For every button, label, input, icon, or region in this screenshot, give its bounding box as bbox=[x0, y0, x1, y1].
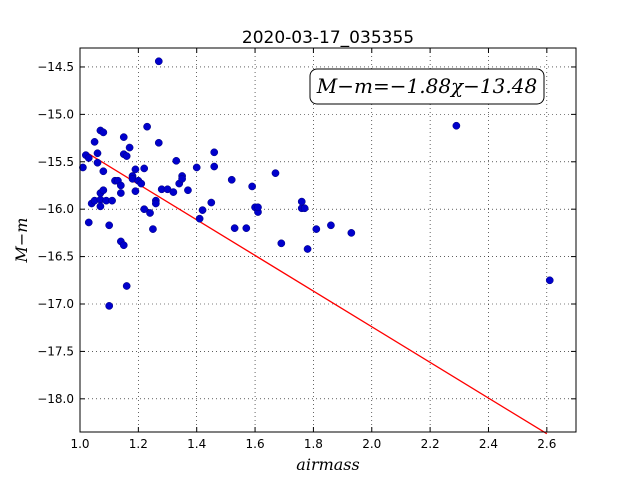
y-tick-label: −15.5 bbox=[37, 155, 74, 169]
data-point bbox=[452, 121, 461, 130]
data-point bbox=[119, 133, 128, 141]
y-tick-label: −17.0 bbox=[37, 297, 74, 311]
data-point bbox=[347, 229, 356, 237]
grid-lines bbox=[79, 48, 576, 432]
y-tick-label: −16.0 bbox=[37, 202, 74, 216]
data-point bbox=[242, 224, 251, 232]
data-point bbox=[119, 241, 128, 250]
data-point bbox=[105, 302, 114, 310]
data-point bbox=[169, 188, 178, 196]
data-point bbox=[152, 199, 160, 208]
x-tick-label: 1.4 bbox=[187, 437, 206, 451]
data-point bbox=[122, 282, 131, 290]
equation-legend: M−m=−1.88χ−13.48 bbox=[309, 68, 545, 105]
data-point bbox=[184, 186, 192, 195]
data-point bbox=[93, 158, 102, 167]
data-point bbox=[137, 179, 146, 188]
data-point bbox=[84, 218, 93, 227]
data-point bbox=[140, 205, 149, 214]
data-point bbox=[84, 154, 93, 162]
data-point bbox=[79, 163, 87, 172]
data-point bbox=[312, 225, 321, 233]
data-point bbox=[125, 143, 134, 152]
data-point bbox=[146, 209, 154, 217]
data-point bbox=[227, 175, 236, 184]
data-point bbox=[140, 164, 149, 173]
data-point bbox=[154, 138, 163, 147]
data-point bbox=[90, 138, 99, 146]
y-tick-label: −15.0 bbox=[37, 107, 74, 121]
data-point bbox=[131, 165, 140, 174]
plot-frame bbox=[79, 47, 577, 433]
data-point bbox=[248, 182, 256, 191]
data-point bbox=[99, 186, 108, 195]
data-point bbox=[116, 189, 125, 197]
data-point bbox=[116, 181, 125, 190]
data-point bbox=[277, 239, 286, 248]
x-tick-label: 1.8 bbox=[304, 437, 323, 451]
data-point bbox=[108, 196, 116, 205]
fit-line bbox=[85, 151, 548, 435]
data-point bbox=[195, 214, 204, 223]
data-point bbox=[178, 174, 186, 183]
chart-title: 2020-03-17_035355 bbox=[242, 28, 414, 48]
data-point bbox=[99, 128, 108, 137]
fit-equation: M−m=−1.88χ−13.48 bbox=[316, 74, 537, 98]
data-point bbox=[207, 198, 216, 207]
data-point bbox=[172, 156, 181, 165]
data-points bbox=[79, 57, 554, 310]
fit-line-group bbox=[85, 151, 548, 435]
data-point bbox=[131, 187, 140, 196]
data-point bbox=[297, 197, 306, 206]
x-tick-label: 2.6 bbox=[537, 437, 556, 451]
y-tick-label: −17.5 bbox=[37, 344, 74, 358]
x-tick-label: 1.6 bbox=[246, 437, 265, 451]
data-point bbox=[545, 276, 554, 285]
y-axis-ticks: −14.5 −15.0 −15.5 −16.0 −16.5 −17.0 −17.5 −18.0 bbox=[37, 60, 576, 406]
data-point bbox=[149, 225, 157, 233]
data-point bbox=[192, 163, 201, 172]
data-point bbox=[210, 148, 219, 157]
data-point bbox=[271, 169, 280, 178]
y-tick-label: −18.0 bbox=[37, 392, 74, 406]
data-point bbox=[93, 149, 102, 158]
data-point bbox=[230, 224, 239, 232]
x-tick-label: 2.0 bbox=[362, 437, 381, 451]
x-tick-label: 2.4 bbox=[479, 437, 498, 451]
x-axis-label: airmass bbox=[296, 455, 359, 474]
data-point bbox=[300, 204, 309, 213]
y-tick-label: −16.5 bbox=[37, 250, 74, 264]
data-point bbox=[198, 206, 207, 214]
data-point bbox=[96, 202, 105, 211]
data-point bbox=[154, 57, 163, 66]
x-axis-ticks: 1.0 1.2 1.4 1.6 1.8 2.0 2.2 2.4 2.6 bbox=[70, 48, 556, 451]
legend-box bbox=[309, 68, 545, 105]
data-point bbox=[303, 245, 312, 253]
x-tick-label: 1.0 bbox=[70, 437, 89, 451]
data-point bbox=[327, 221, 335, 230]
data-point bbox=[210, 162, 219, 171]
data-point bbox=[105, 221, 114, 230]
x-tick-label: 2.2 bbox=[421, 437, 440, 451]
y-tick-label: −14.5 bbox=[37, 60, 74, 74]
data-point bbox=[122, 152, 131, 160]
x-tick-label: 1.2 bbox=[129, 437, 148, 451]
y-axis-label: M−m bbox=[12, 218, 31, 264]
data-point bbox=[99, 167, 108, 176]
data-point bbox=[254, 203, 262, 212]
data-point bbox=[143, 122, 151, 131]
